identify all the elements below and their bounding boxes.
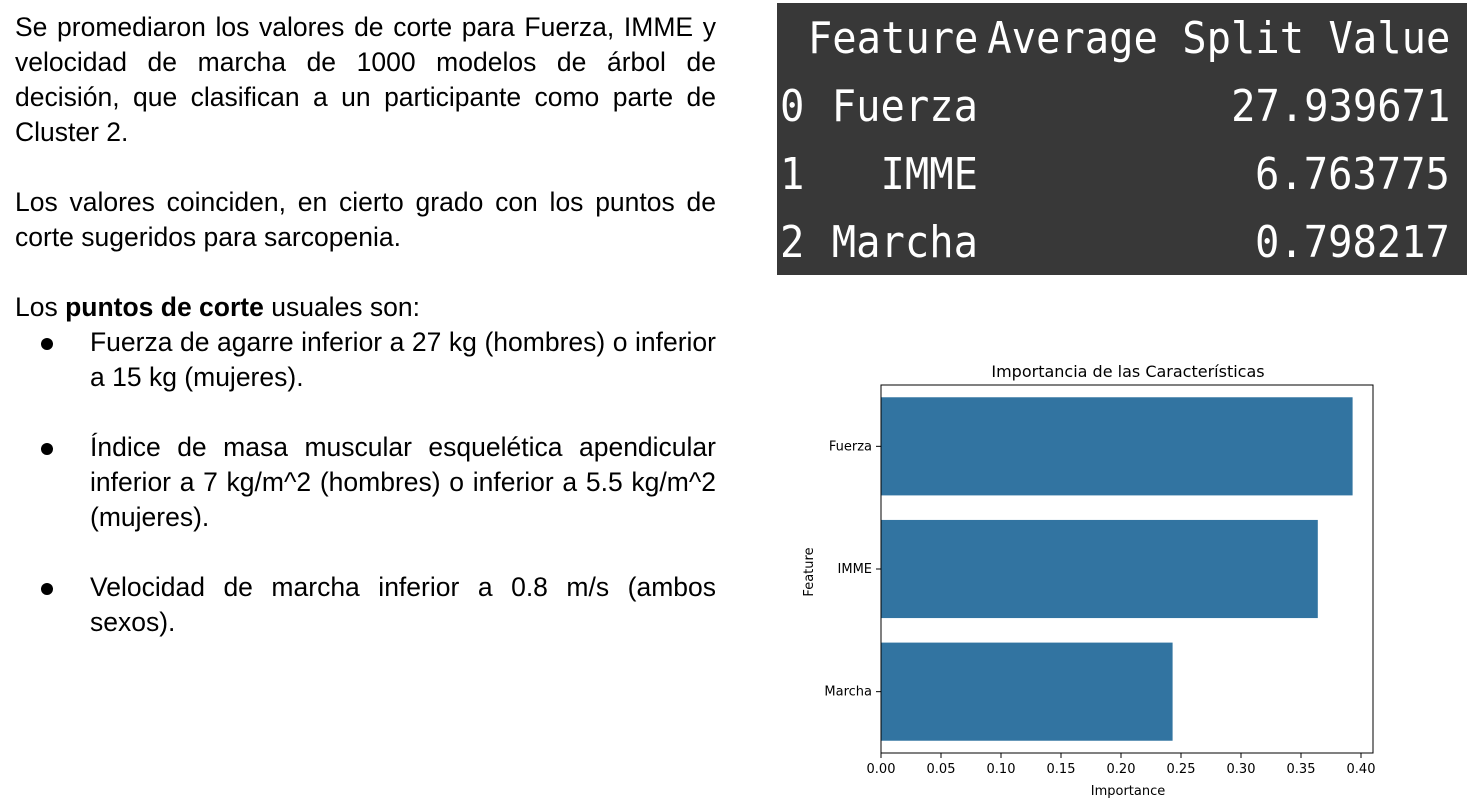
table-header-feature: Feature [807, 13, 978, 64]
cutoff-list: Fuerza de agarre inferior a 27 kg (hombr… [15, 325, 716, 640]
y-axis: Fuerza IMME Marcha [824, 439, 881, 700]
x-tick-label: 0.15 [1047, 762, 1076, 777]
table-cell-value: 27.939671 [1230, 81, 1450, 132]
list-item-text: Velocidad de marcha inferior a 0.8 m/s (… [90, 572, 716, 637]
y-tick-label: Marcha [824, 685, 872, 700]
table-cell-feature: Marcha [831, 217, 978, 268]
cutoff-heading-suffix: usuales son: [263, 292, 421, 322]
bullet-icon [41, 583, 53, 595]
bar-imme [881, 519, 1318, 619]
list-item-text: Índice de masa muscular esquelética apen… [90, 432, 716, 532]
x-tick-label: 0.20 [1107, 762, 1136, 777]
list-item-text: Fuerza de agarre inferior a 27 kg (hombr… [90, 327, 716, 392]
bars-layer [881, 397, 1353, 741]
list-item: Fuerza de agarre inferior a 27 kg (hombr… [15, 325, 716, 395]
cutoff-heading-bold: puntos de corte [65, 292, 264, 322]
x-tick-label: 0.40 [1347, 762, 1376, 777]
feature-importance-chart: Importancia de las Características 0.00 0… [802, 362, 1376, 799]
x-tick-label: 0.00 [867, 762, 896, 777]
bullet-icon [41, 338, 53, 350]
table-row-index: 1 [780, 149, 805, 200]
cutoff-heading: Los puntos de corte usuales son: [15, 290, 716, 325]
x-tick-label: 0.10 [987, 762, 1016, 777]
split-value-table: Feature Average Split Value 0 Fuerza 27.… [777, 3, 1467, 275]
intro-paragraph: Se promediaron los valores de corte para… [15, 12, 716, 147]
table-cell-feature: IMME [880, 149, 978, 200]
x-tick-label: 0.05 [927, 762, 956, 777]
chart-title: Importancia de las Características [991, 362, 1264, 381]
x-axis: 0.00 0.05 0.10 0.15 0.20 0.25 0.30 0.35 0.40 [867, 753, 1376, 777]
explanation-text: Se promediaron los valores de corte para… [15, 10, 716, 640]
y-axis-label: Feature [802, 547, 817, 596]
list-item: Índice de masa muscular esquelética apen… [15, 430, 716, 535]
table-row-index: 0 [780, 81, 805, 132]
list-item: Velocidad de marcha inferior a 0.8 m/s (… [15, 570, 716, 640]
y-tick-label: IMME [838, 562, 872, 577]
y-tick-label: Fuerza [829, 439, 872, 454]
bullet-icon [41, 443, 53, 455]
x-axis-label: Importance [1091, 784, 1166, 799]
x-tick-label: 0.25 [1167, 762, 1196, 777]
x-tick-label: 0.35 [1287, 762, 1316, 777]
table-row-index: 2 [780, 217, 805, 268]
x-tick-label: 0.30 [1227, 762, 1256, 777]
table-cell-value: 0.798217 [1255, 217, 1450, 268]
table-cell-value: 6.763775 [1255, 149, 1450, 200]
table-header-average-split: Average Split Value [986, 13, 1450, 64]
cutoff-heading-prefix: Los [15, 292, 66, 322]
comparison-paragraph: Los valores coinciden, en cierto grado c… [15, 187, 716, 252]
bar-fuerza [881, 397, 1353, 496]
bar-marcha [881, 642, 1173, 741]
table-cell-feature: Fuerza [831, 81, 978, 132]
